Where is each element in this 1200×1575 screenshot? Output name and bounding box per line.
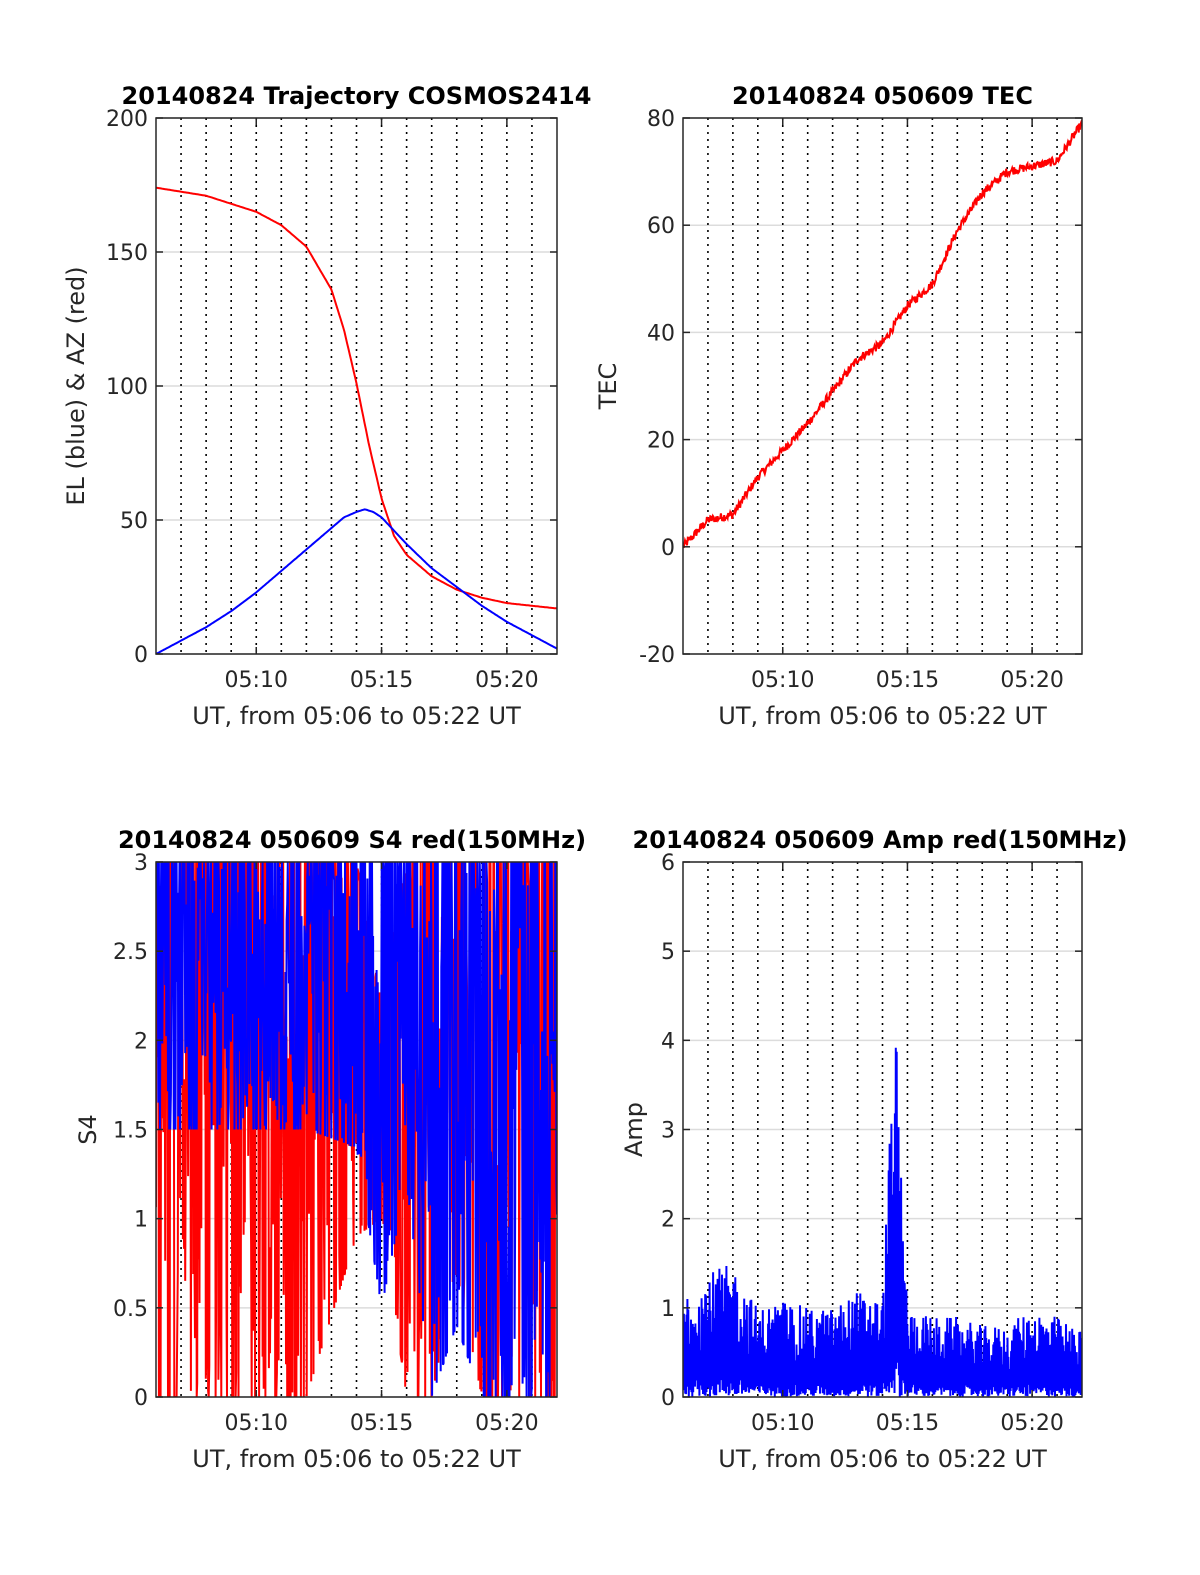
- tec-chart-xlabel: UT, from 05:06 to 05:22 UT: [718, 702, 1047, 730]
- s4-chart-xtick-label: 05:10: [225, 1411, 288, 1436]
- amp-chart-ytick-label: 5: [661, 940, 675, 965]
- s4-chart-ytick-label: 2: [134, 1029, 148, 1054]
- amp-chart-ytick-label: 4: [661, 1029, 675, 1054]
- amp-chart-ylabel: Amp: [620, 1102, 648, 1157]
- tec-chart-ytick-label: -20: [639, 643, 675, 668]
- amp-chart-xtick-label: 05:10: [751, 1411, 814, 1436]
- s4-chart-ytick-label: 1: [134, 1208, 148, 1233]
- amp-chart-title: 20140824 050609 Amp red(150MHz): [633, 826, 1128, 854]
- amp-chart: 0 1 2 3 4 5 6 05:10 05:15 05:20 20140824 050609 A…: [620, 826, 1127, 1473]
- s4-chart-xlabel: UT, from 05:06 to 05:22 UT: [192, 1445, 521, 1473]
- tec-chart-xtick-label: 05:10: [751, 668, 814, 693]
- trajectory-chart-series-blue: [156, 508, 557, 654]
- tec-chart-title: 20140824 050609 TEC: [732, 82, 1033, 110]
- amp-chart-xtick-label: 05:15: [876, 1411, 939, 1436]
- tec-chart-ytick-label: 20: [647, 429, 675, 454]
- amp-chart-ytick-label: 3: [661, 1119, 675, 1144]
- trajectory-chart-xtick-label: 05:20: [475, 668, 538, 693]
- trajectory-chart-ytick-label: 0: [134, 643, 148, 668]
- s4-chart-xtick-label: 05:15: [350, 1411, 413, 1436]
- tec-chart-ytick-label: 80: [647, 107, 675, 132]
- s4-chart-ylabel: S4: [74, 1114, 102, 1145]
- s4-chart-series-blue: [156, 862, 557, 1397]
- amp-chart-ytick-label: 6: [661, 851, 675, 876]
- amp-chart-xtick-label: 05:20: [1000, 1411, 1063, 1436]
- tec-chart-ytick-label: 0: [661, 536, 675, 561]
- trajectory-chart-ytick-label: 200: [106, 107, 148, 132]
- trajectory-chart-xtick-label: 05:10: [225, 668, 288, 693]
- amp-chart-ytick-label: 0: [661, 1386, 675, 1411]
- tec-chart-xtick-label: 05:15: [876, 668, 939, 693]
- trajectory-chart-xtick-label: 05:15: [350, 668, 413, 693]
- trajectory-chart-title: 20140824 Trajectory COSMOS2414: [122, 82, 592, 110]
- s4-chart-ytick-label: 2.5: [113, 940, 148, 965]
- amp-chart-ytick-label: 1: [661, 1297, 675, 1322]
- amp-chart-ytick-label: 2: [661, 1208, 675, 1233]
- trajectory-chart: 0 50 100 150 200 05:10 05:15 05:20 20140824 Tra…: [62, 82, 591, 730]
- s4-chart-title: 20140824 050609 S4 red(150MHz): [118, 826, 586, 854]
- s4-chart-ytick-label: 0.5: [113, 1297, 148, 1322]
- s4-chart-ytick-label: 0: [134, 1386, 148, 1411]
- amp-chart-series-blue: [683, 1047, 1082, 1397]
- s4-chart-ytick-label: 3: [134, 851, 148, 876]
- s4-chart: 0 0.5 1 1.5 2 2.5 3 05:10 05:15 05:20 20140824 05…: [74, 826, 586, 1473]
- tec-chart-series-red: [683, 119, 1082, 549]
- tec-chart-ylabel: TEC: [594, 363, 622, 411]
- tec-chart-ytick-label: 40: [647, 321, 675, 346]
- trajectory-chart-ylabel: EL (blue) & AZ (red): [62, 266, 90, 505]
- trajectory-chart-xlabel: UT, from 05:06 to 05:22 UT: [192, 702, 521, 730]
- amp-chart-xlabel: UT, from 05:06 to 05:22 UT: [718, 1445, 1047, 1473]
- tec-chart-xtick-label: 05:20: [1000, 668, 1063, 693]
- s4-chart-xtick-label: 05:20: [475, 1411, 538, 1436]
- trajectory-chart-ytick-label: 100: [106, 375, 148, 400]
- tec-chart-ytick-label: 60: [647, 214, 675, 239]
- s4-chart-ytick-label: 1.5: [113, 1119, 148, 1144]
- tec-chart-axes-frame: [682, 117, 1083, 655]
- trajectory-chart-series-red: [156, 186, 557, 610]
- trajectory-chart-ytick-label: 150: [106, 241, 148, 266]
- trajectory-chart-ytick-label: 50: [120, 509, 148, 534]
- tec-chart: -20 0 20 40 60 80 05:10 05:15 05:20 20140824 050…: [594, 82, 1083, 730]
